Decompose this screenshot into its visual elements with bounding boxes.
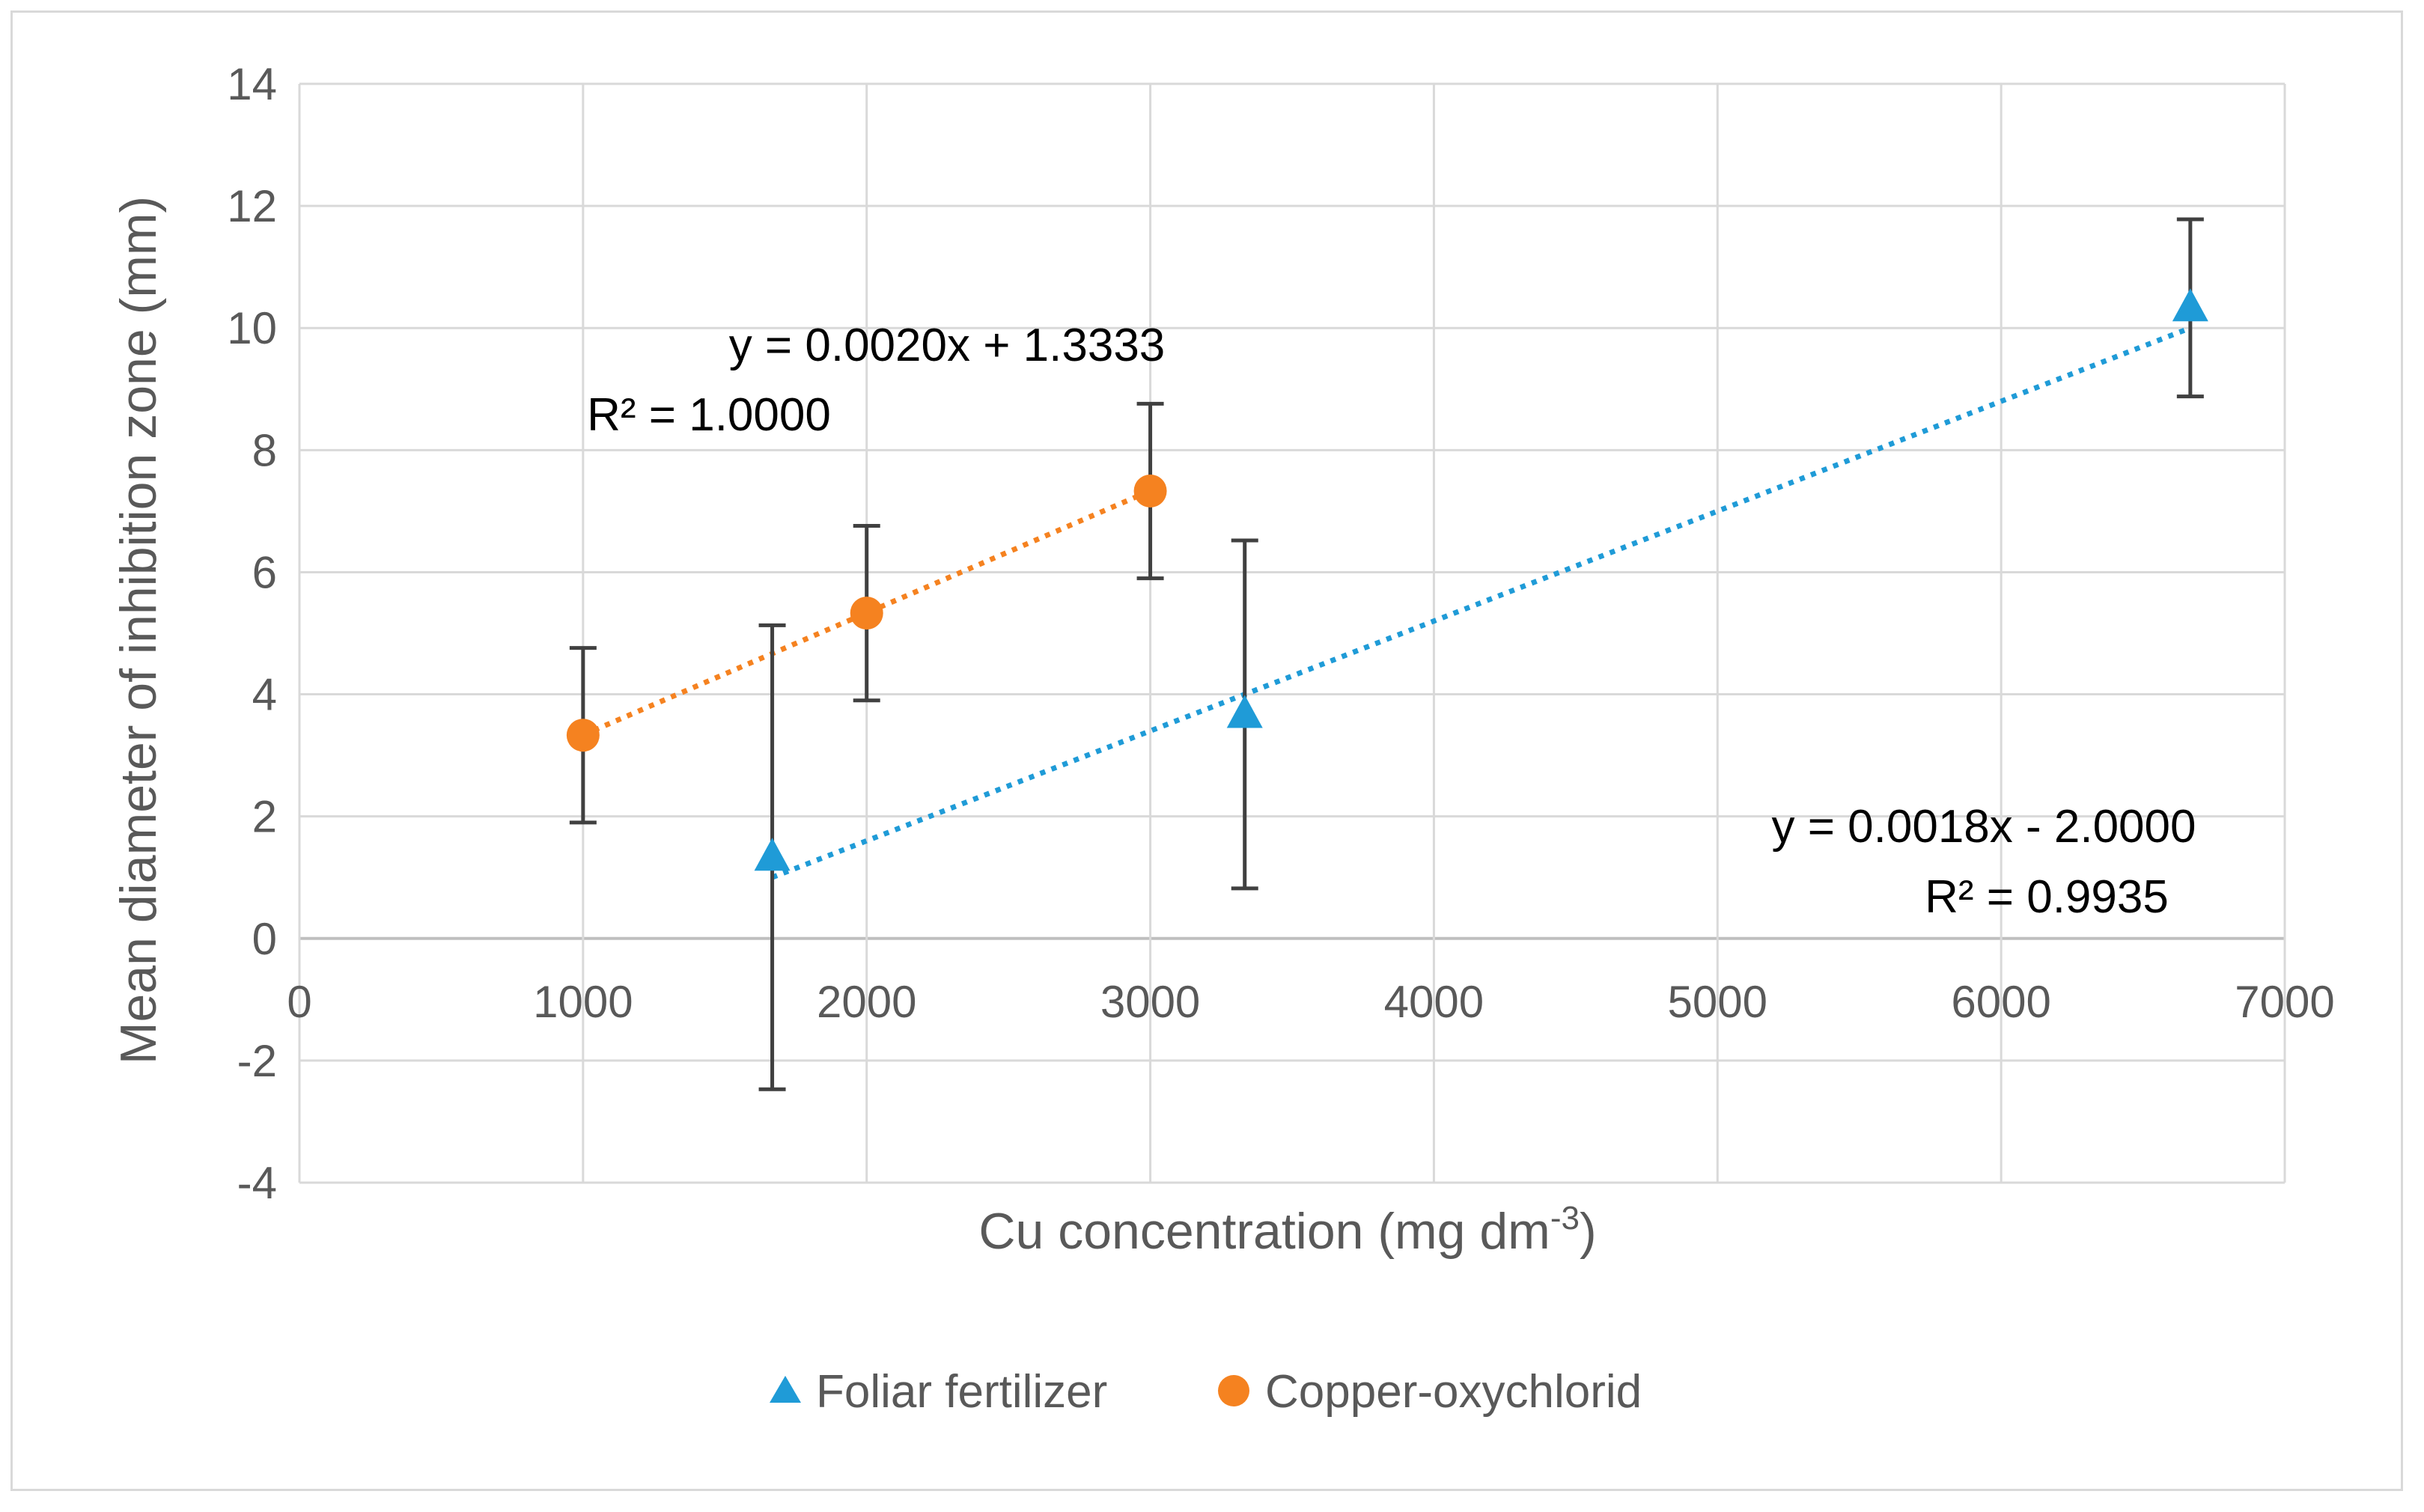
x-axis-title: Cu concentration (mg dm-3) bbox=[978, 1200, 1596, 1260]
gridlines bbox=[298, 82, 2286, 1184]
x-tick-label: 1000 bbox=[533, 977, 633, 1027]
y-tick-label: 8 bbox=[252, 425, 277, 475]
y-axis-title: Mean diameter of inhibition zone (mm) bbox=[110, 196, 167, 1064]
x-tick-label: 6000 bbox=[1951, 977, 2050, 1027]
y-tick-label: 14 bbox=[227, 59, 277, 109]
legend-label-foliar-fertilizer: Foliar fertilizer bbox=[816, 1366, 1107, 1418]
y-tick-label: 6 bbox=[252, 547, 277, 597]
r2-copper-oxychlorid: R² = 1.0000 bbox=[587, 389, 831, 441]
data-point-foliar-fertilizer bbox=[1226, 695, 1263, 728]
y-tick-label: 0 bbox=[252, 914, 277, 964]
y-tick-label: 2 bbox=[252, 792, 277, 842]
data-point-copper-oxychlorid bbox=[850, 597, 883, 630]
data-point-foliar-fertilizer bbox=[754, 838, 791, 871]
x-tick-label: 0 bbox=[287, 977, 311, 1027]
chart-frame bbox=[10, 10, 2403, 1491]
data-point-copper-oxychlorid bbox=[1133, 474, 1167, 507]
equation-foliar-fertilizer: y = 0.0018x - 2.0000 bbox=[1771, 801, 2196, 853]
legend-triangle-icon bbox=[770, 1376, 801, 1403]
y-tick-label: 12 bbox=[227, 181, 277, 231]
x-axis-ticks: 0 1000 2000 3000 4000 5000 6000 7000 bbox=[287, 977, 2334, 1027]
y-axis-ticks: -4 -2 0 2 4 6 8 10 12 14 bbox=[227, 59, 277, 1208]
x-tick-label: 5000 bbox=[1668, 977, 1767, 1027]
legend-label-copper-oxychlorid: Copper-oxychlorid bbox=[1265, 1366, 1642, 1418]
x-tick-label: 2000 bbox=[817, 977, 916, 1027]
data-point-copper-oxychlorid bbox=[566, 719, 600, 752]
y-tick-label: -4 bbox=[237, 1158, 277, 1208]
legend: Foliar fertilizer Copper-oxychlorid bbox=[770, 1366, 1642, 1418]
legend-circle-icon bbox=[1218, 1375, 1249, 1406]
equation-copper-oxychlorid: y = 0.0020x + 1.3333 bbox=[729, 320, 1166, 371]
trendline-foliar-fertilizer bbox=[771, 325, 2192, 880]
x-tick-label: 4000 bbox=[1384, 977, 1484, 1027]
y-tick-label: 10 bbox=[227, 303, 277, 353]
y-tick-label: 4 bbox=[252, 670, 277, 720]
trendlines bbox=[582, 325, 2192, 880]
data-point-foliar-fertilizer bbox=[2172, 288, 2208, 322]
r2-foliar-fertilizer: R² = 0.9935 bbox=[1925, 871, 2169, 923]
data-points bbox=[566, 288, 2208, 871]
x-tick-label: 7000 bbox=[2235, 977, 2334, 1027]
x-tick-label: 3000 bbox=[1100, 977, 1200, 1027]
y-tick-label: -2 bbox=[237, 1036, 277, 1086]
